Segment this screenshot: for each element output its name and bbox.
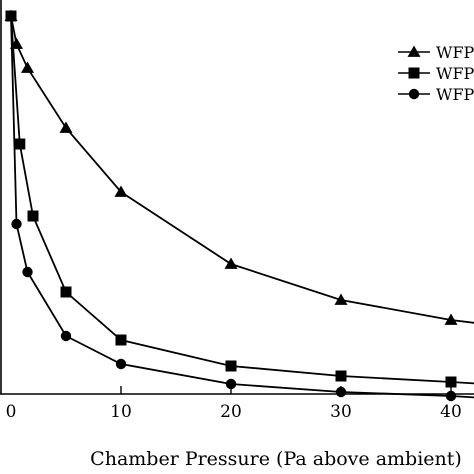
series-0-point-5 xyxy=(224,257,238,269)
series-1-square xyxy=(5,10,474,388)
x-ticks: 10 20 30 40 0 xyxy=(6,386,462,422)
axes xyxy=(0,0,474,395)
series-1-point-1 xyxy=(14,138,26,150)
series-2-point-3 xyxy=(60,330,72,342)
series-0-point-2 xyxy=(21,61,34,73)
series-2-point-6 xyxy=(335,386,347,398)
series-2-point-5 xyxy=(225,378,237,390)
series-0-line xyxy=(10,15,474,324)
series-1-point-6 xyxy=(335,370,347,382)
series-2-point-1 xyxy=(11,218,22,230)
series-2-point-7 xyxy=(445,390,457,402)
legend-marker-0 xyxy=(407,45,421,57)
series-0-point-6 xyxy=(334,293,348,305)
legend-marker-2 xyxy=(408,88,420,100)
legend-label-0: WFP xyxy=(436,43,474,62)
series-1-point-5 xyxy=(225,360,237,372)
legend-label-2: WFP xyxy=(436,85,474,104)
series-0-point-7 xyxy=(444,313,458,325)
x-tick-label-40: 40 xyxy=(440,402,462,422)
x-axis-label: Chamber Pressure (Pa above ambient) xyxy=(90,448,462,470)
series-1-point-2 xyxy=(27,210,39,222)
legend: WFP WFP WFP xyxy=(398,43,474,104)
x-tick-label-0: 0 xyxy=(6,402,17,422)
legend-label-1: WFP xyxy=(436,64,474,83)
series-1-line xyxy=(10,15,474,385)
x-tick-label-30: 30 xyxy=(330,402,352,422)
series-2-point-4 xyxy=(115,358,127,370)
x-tick-label-10: 10 xyxy=(110,402,132,422)
series-1-point-3 xyxy=(60,286,72,298)
legend-marker-1 xyxy=(408,67,420,79)
series-2-point-0 xyxy=(5,10,17,22)
series-1-point-4 xyxy=(115,334,127,346)
series-1-point-7 xyxy=(445,376,457,388)
series-layer xyxy=(4,9,474,402)
series-2-circle xyxy=(5,10,474,402)
series-0-point-4 xyxy=(114,185,128,197)
series-0-triangle xyxy=(4,9,474,325)
series-0-point-3 xyxy=(59,121,73,133)
series-2-point-2 xyxy=(22,266,33,278)
x-tick-label-20: 20 xyxy=(220,402,242,422)
